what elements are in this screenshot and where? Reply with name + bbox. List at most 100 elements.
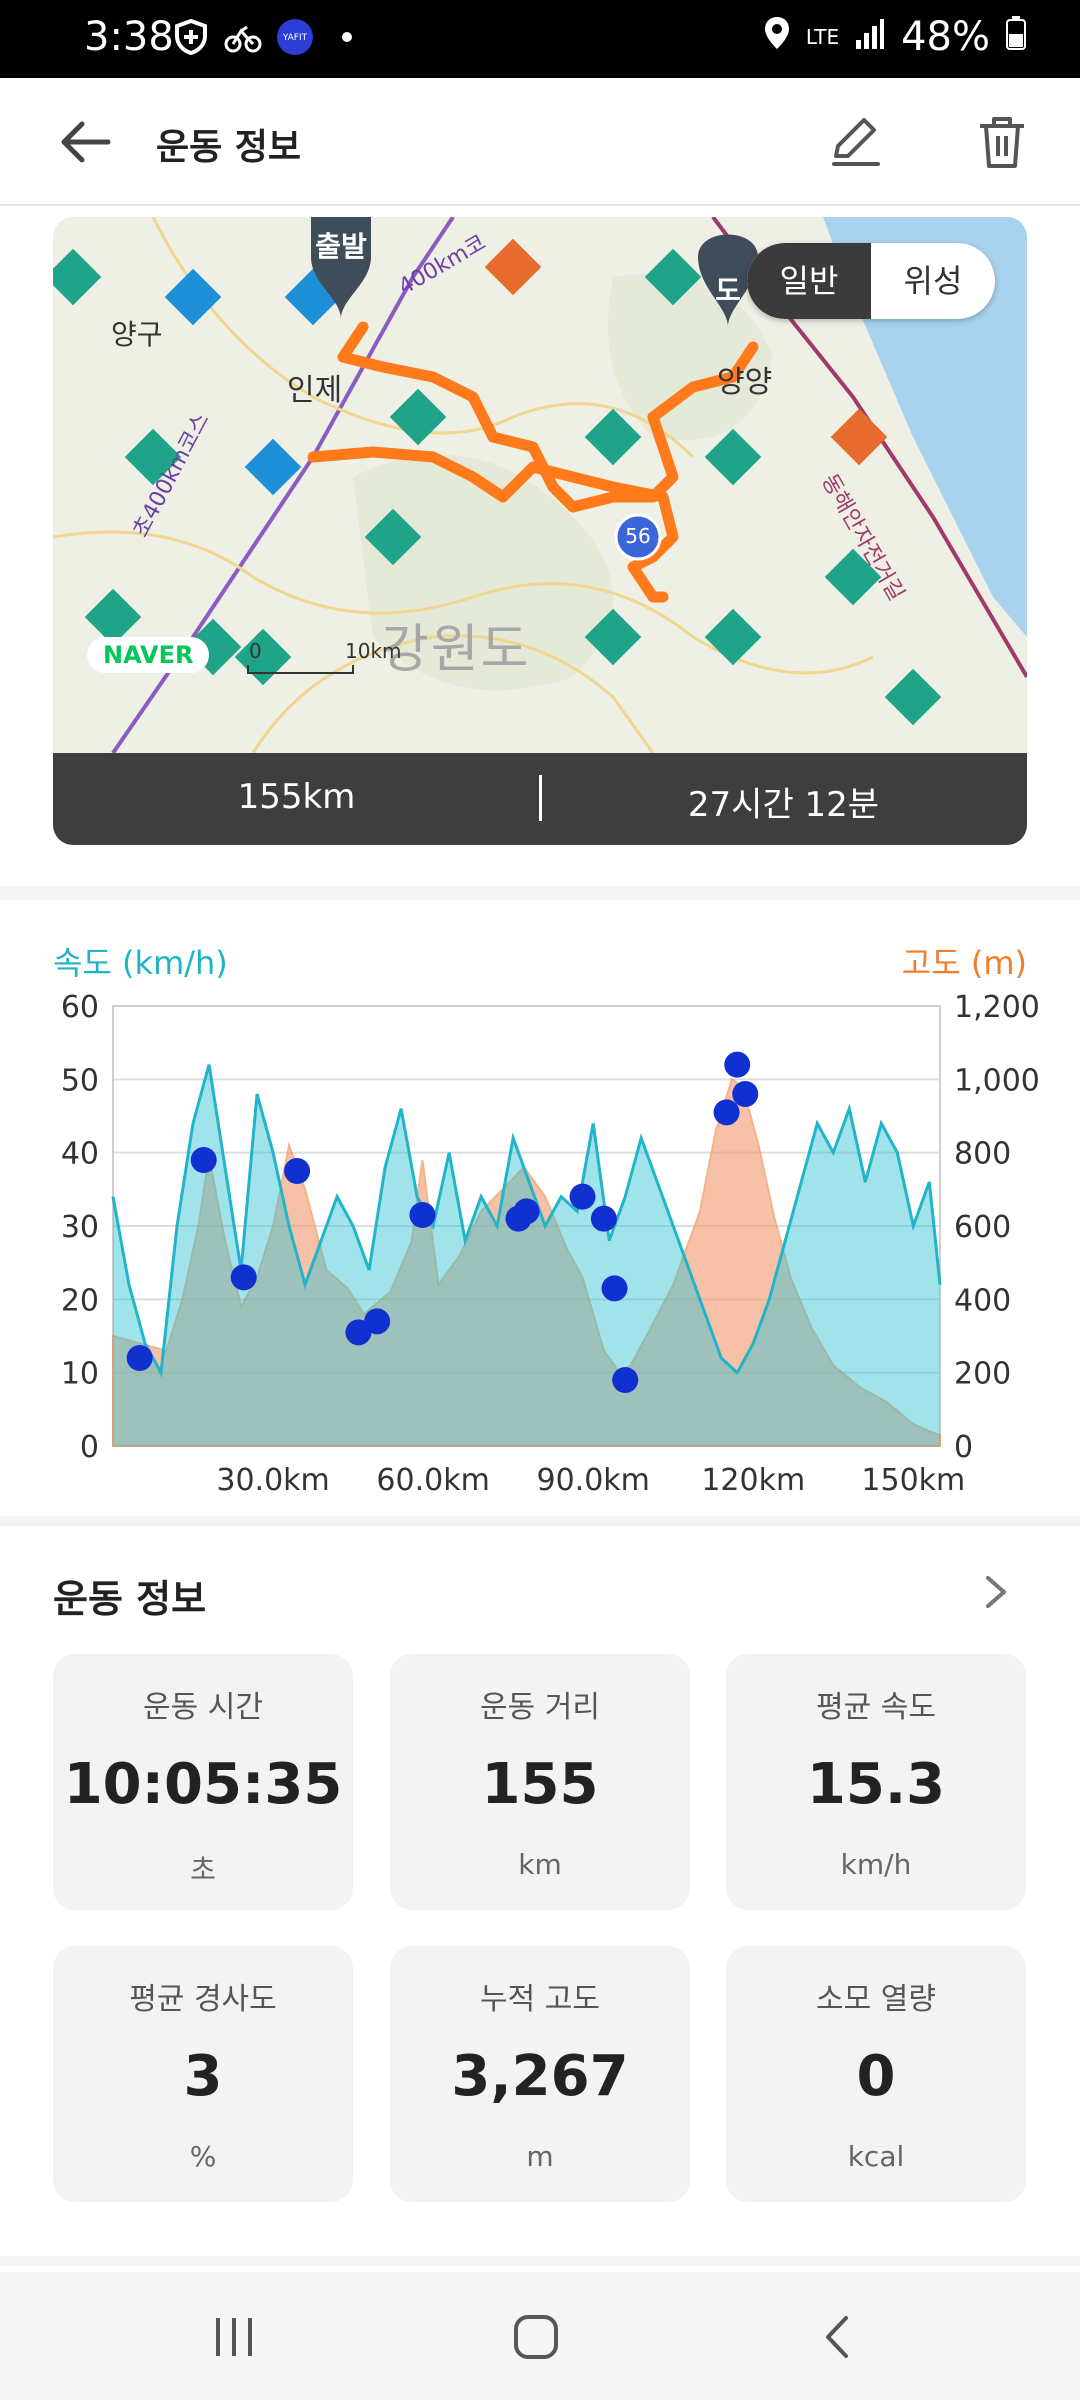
y-left-tick-label: 40 bbox=[61, 1137, 99, 1172]
x-tick-label: 120km bbox=[701, 1463, 805, 1498]
pencil-icon bbox=[832, 118, 880, 166]
chart-marker-point bbox=[284, 1158, 311, 1184]
stat-value: 155 bbox=[481, 1752, 599, 1817]
stat-label: 운동 시간 bbox=[143, 1690, 263, 1725]
back-icon bbox=[826, 2316, 848, 2358]
map-type-satellite[interactable]: 위성 bbox=[903, 262, 963, 300]
chart-marker-point bbox=[126, 1345, 153, 1371]
sea-area bbox=[823, 217, 1027, 637]
stat-unit: km/h bbox=[840, 1848, 912, 1881]
chart-marker-point bbox=[612, 1367, 639, 1393]
stat-value: 3 bbox=[183, 2044, 223, 2109]
route-duration: 27시간 12분 bbox=[687, 785, 880, 825]
x-tick-label: 30.0km bbox=[216, 1463, 329, 1498]
arrow-left-icon bbox=[61, 121, 111, 163]
stats-more-button[interactable] bbox=[976, 1570, 1016, 1614]
section-separator bbox=[0, 2256, 1080, 2266]
stats-section-title: 운동 정보 bbox=[53, 1577, 207, 1621]
map-route-badge: 56 bbox=[625, 524, 651, 548]
x-tick-label: 60.0km bbox=[376, 1463, 489, 1498]
stat-unit: kcal bbox=[847, 2140, 905, 2173]
end-pin-label: 도 bbox=[715, 274, 741, 307]
speed-line bbox=[111, 1064, 942, 1378]
map-place-yanggu: 양구 bbox=[111, 318, 163, 351]
network-type: LTE bbox=[805, 25, 840, 49]
y-left-tick-label: 0 bbox=[80, 1430, 99, 1465]
stat-value: 0 bbox=[856, 2044, 896, 2109]
battery-level: 48% bbox=[901, 14, 990, 60]
trash-icon bbox=[980, 117, 1024, 168]
map-type-normal[interactable]: 일반 bbox=[747, 243, 871, 319]
stat-value: 15.3 bbox=[806, 1752, 946, 1817]
stat-card-distance: 운동 거리 155 km bbox=[390, 1654, 690, 1910]
y-left-tick-label: 10 bbox=[61, 1357, 99, 1392]
y-right-tick-label: 1,000 bbox=[954, 1063, 1040, 1098]
battery-icon bbox=[1006, 14, 1026, 60]
stat-unit: m bbox=[526, 2140, 554, 2173]
altitude-axis-label: 고도 (m) bbox=[901, 944, 1027, 982]
x-tick-label: 90.0km bbox=[536, 1463, 649, 1498]
y-right-tick-label: 600 bbox=[954, 1210, 1011, 1245]
chart-marker-point bbox=[732, 1081, 759, 1107]
stat-label: 운동 거리 bbox=[480, 1690, 600, 1725]
scale-ten: 10km bbox=[345, 639, 402, 663]
stat-label: 소모 열량 bbox=[816, 1982, 936, 2017]
stat-card-elevation-gain: 누적 고도 3,267 m bbox=[390, 1946, 690, 2202]
edit-button[interactable] bbox=[824, 110, 888, 174]
chart-marker-point bbox=[590, 1205, 617, 1232]
route-summary-bar: 155km 27시간 12분 bbox=[53, 753, 1027, 845]
stat-value: 3,267 bbox=[451, 2044, 629, 2109]
stat-unit: km bbox=[518, 1848, 562, 1881]
nav-back-button[interactable] bbox=[808, 2312, 868, 2362]
home-button[interactable] bbox=[506, 2312, 566, 2362]
route-map[interactable]: 출발 도 양구 인제 양양 강원도 400km코 초400km코스 동해안자전거… bbox=[53, 217, 1027, 753]
location-icon bbox=[764, 14, 790, 60]
speed-axis-label: 속도 (km/h) bbox=[53, 944, 228, 982]
altitude-area bbox=[112, 1077, 941, 1447]
yafit-move-icon: YAFIT bbox=[276, 18, 314, 56]
speed-area bbox=[113, 1064, 940, 1446]
route-line bbox=[307, 321, 759, 603]
stat-label: 누적 고도 bbox=[480, 1982, 600, 2017]
map-type-toggle: 일반 위성 bbox=[747, 243, 995, 319]
recent-apps-button[interactable] bbox=[204, 2312, 264, 2362]
stat-card-avg-speed: 평균 속도 15.3 km/h bbox=[726, 1654, 1026, 1910]
start-pin bbox=[311, 217, 371, 319]
naver-logo: NAVER bbox=[87, 637, 210, 673]
chart-marker-point bbox=[569, 1183, 596, 1210]
stat-unit: % bbox=[189, 2140, 217, 2173]
map-region-label: 강원도 bbox=[381, 620, 531, 680]
app-bar: 운동 정보 bbox=[0, 78, 1080, 206]
chart-marker-point bbox=[190, 1147, 217, 1173]
svg-text:YAFIT: YAFIT bbox=[282, 33, 308, 43]
chart-marker-point bbox=[230, 1264, 257, 1291]
y-right-tick-label: 0 bbox=[954, 1430, 973, 1465]
delete-button[interactable] bbox=[970, 110, 1034, 174]
shield-icon bbox=[172, 18, 210, 56]
status-time: 3:38 bbox=[84, 14, 174, 60]
section-separator bbox=[0, 1516, 1080, 1526]
back-button[interactable] bbox=[52, 112, 122, 172]
system-nav-bar bbox=[0, 2272, 1080, 2400]
x-tick-label: 150km bbox=[861, 1463, 965, 1498]
page-title: 운동 정보 bbox=[156, 127, 302, 168]
chart-marker-point bbox=[513, 1198, 540, 1225]
stat-label: 평균 경사도 bbox=[129, 1982, 277, 2017]
status-bar: 3:38 YAFIT LTE 48% bbox=[0, 0, 1080, 78]
route-map-card: 출발 도 양구 인제 양양 강원도 400km코 초400km코스 동해안자전거… bbox=[53, 217, 1027, 845]
chart-canvas: 010203040506002004006008001,0001,20030.0… bbox=[61, 990, 1040, 1498]
y-left-tick-label: 20 bbox=[61, 1283, 99, 1318]
y-right-tick-label: 200 bbox=[954, 1357, 1011, 1392]
stat-card-avg-grade: 평균 경사도 3 % bbox=[53, 1946, 353, 2202]
y-right-tick-label: 800 bbox=[954, 1137, 1011, 1172]
dot-icon bbox=[328, 18, 366, 56]
chart-marker-point bbox=[724, 1051, 751, 1078]
section-separator bbox=[0, 886, 1080, 900]
status-right: LTE 48% bbox=[764, 14, 1026, 60]
map-place-inje: 인제 bbox=[287, 373, 343, 408]
bike-app-icon bbox=[224, 18, 262, 56]
y-left-tick-label: 30 bbox=[61, 1210, 99, 1245]
stat-label: 평균 속도 bbox=[816, 1690, 936, 1725]
y-left-tick-label: 60 bbox=[61, 990, 99, 1025]
stat-card-calories: 소모 열량 0 kcal bbox=[726, 1946, 1026, 2202]
